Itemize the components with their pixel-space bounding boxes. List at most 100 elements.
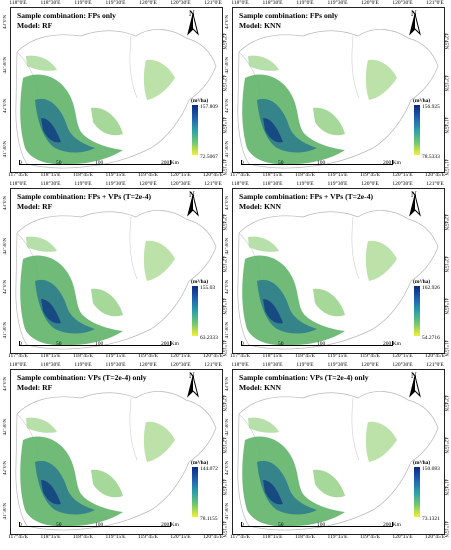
- map-panel: 118°0'E 118°30'E 119°0'E 119°30'E 120°0'E 120…: [225, 362, 450, 544]
- lon-label-bottom: 119°15'E: [327, 353, 348, 359]
- lat-label-left: 43°0'N: [3, 15, 8, 30]
- lon-label-bottom: 117°45'E: [7, 534, 29, 540]
- north-arrow-icon: [187, 194, 199, 217]
- lat-label-right: 42°15'N: [221, 75, 226, 92]
- lat-label-left: 42°30'N: [3, 57, 8, 74]
- lon-label-bottom: 117°45'E: [7, 172, 29, 178]
- model-title: Model: RF: [17, 21, 53, 30]
- scale-bar: [241, 160, 393, 165]
- north-arrow-icon: [409, 194, 421, 217]
- colorbar-max-value: 144.072: [200, 466, 218, 472]
- lat-label-right: 42°15'N: [221, 437, 226, 454]
- top-longitude-labels: 118°0'E 118°30'E 119°0'E 119°30'E 120°0'E 120…: [231, 181, 445, 189]
- lon-label-top: 118°30'E: [262, 181, 283, 187]
- lat-label-left: 42°0'N: [3, 280, 8, 295]
- scale-label-100: 100: [317, 522, 326, 528]
- bottom-longitude-labels: 117°45'E 118°15'E 118°45'E 119°15'E 119°45'E…: [8, 353, 223, 361]
- lon-label-top: 118°30'E: [40, 362, 61, 368]
- lon-label-top: 120°30'E: [392, 181, 413, 187]
- lon-label-top: 120°30'E: [392, 0, 413, 6]
- scale-label-0: 0: [19, 522, 22, 528]
- colorbar-max-value: 155.03: [200, 285, 216, 291]
- lat-label-left: 41°30'N: [3, 322, 8, 339]
- lat-label-right: 41°15'N: [443, 340, 448, 357]
- colorbar-min-value: 63.2333: [200, 335, 218, 341]
- top-longitude-labels: 118°0'E 118°30'E 119°0'E 119°30'E 120°0'E 120…: [9, 0, 223, 8]
- lon-label-top: 119°0'E: [74, 362, 92, 368]
- lat-label-right: 42°45'N: [443, 395, 448, 412]
- lat-label-right: 41°15'N: [443, 521, 448, 538]
- right-latitude-labels: 42°45'N 42°15'N 41°45'N 41°15'N: [221, 188, 229, 357]
- map-frame: Sample combination: FPs + VPs (T=2e-4) M…: [10, 188, 223, 354]
- model-title: Model: KNN: [239, 21, 281, 30]
- lat-label-left: 42°30'N: [225, 57, 230, 74]
- sample-combination-title: Sample combination: FPs only: [239, 11, 338, 20]
- lat-label-right: 42°45'N: [443, 214, 448, 231]
- scale-label-0: 0: [241, 522, 244, 528]
- sample-combination-title: Sample combination: VPs (T=2e-4) only: [239, 373, 369, 382]
- scale-label-200: 200 Km: [383, 341, 401, 347]
- lon-label-bottom: 118°15'E: [262, 353, 283, 359]
- right-latitude-labels: 42°45'N 42°15'N 41°45'N 41°15'N: [443, 7, 451, 176]
- north-label: N: [189, 371, 195, 380]
- lat-label-left: 43°0'N: [3, 377, 8, 392]
- lat-label-left: 41°30'N: [3, 141, 8, 158]
- scale-bar: [19, 341, 171, 346]
- lon-label-top: 120°0'E: [361, 362, 379, 368]
- bottom-longitude-labels: 117°45'E 118°15'E 118°45'E 119°15'E 119°45'E…: [230, 353, 446, 361]
- lat-label-left: 43°0'N: [3, 196, 8, 211]
- colorbar-max-value: 150.083: [422, 466, 440, 472]
- lat-label-left: 43°0'N: [225, 196, 230, 211]
- model-title: Model: KNN: [239, 202, 281, 211]
- forest-map: [15, 29, 217, 169]
- forest-map: [237, 391, 439, 531]
- forest-map: [237, 29, 439, 169]
- lat-label-left: 43°0'N: [225, 377, 230, 392]
- scale-label-50: 50: [56, 160, 62, 166]
- lon-label-top: 119°30'E: [327, 0, 348, 6]
- lat-label-right: 42°15'N: [443, 256, 448, 273]
- map-frame: Sample combination: VPs (T=2e-4) only Mo…: [232, 369, 445, 535]
- lon-label-bottom: 119°45'E: [359, 534, 381, 540]
- lon-label-bottom: 120°45'E: [424, 353, 446, 359]
- lat-label-left: 41°30'N: [3, 503, 8, 520]
- lon-label-bottom: 118°45'E: [72, 172, 94, 178]
- north-label: N: [411, 9, 417, 18]
- lon-label-top: 118°30'E: [40, 181, 61, 187]
- lon-label-bottom: 118°15'E: [40, 353, 61, 359]
- lat-label-left: 42°0'N: [3, 99, 8, 114]
- lat-label-left: 42°0'N: [225, 461, 230, 476]
- lat-label-left: 41°30'N: [225, 503, 230, 520]
- lon-label-top: 119°30'E: [327, 181, 348, 187]
- lon-label-top: 119°30'E: [105, 0, 126, 6]
- map-frame: Sample combination: FPs only Model: RF N…: [10, 7, 223, 173]
- lon-label-bottom: 117°45'E: [229, 534, 251, 540]
- lon-label-top: 119°30'E: [105, 181, 126, 187]
- lon-label-bottom: 120°15'E: [392, 353, 413, 359]
- colorbar-unit: (m³/ha): [191, 98, 209, 104]
- lat-label-right: 41°15'N: [221, 521, 226, 538]
- lat-label-right: 41°15'N: [221, 159, 226, 176]
- lon-label-bottom: 119°15'E: [327, 172, 348, 178]
- lat-label-right: 42°15'N: [443, 437, 448, 454]
- lon-label-top: 119°30'E: [327, 362, 348, 368]
- lon-label-bottom: 118°15'E: [40, 172, 61, 178]
- colorbar-unit: (m³/ha): [413, 98, 431, 104]
- colorbar: [192, 105, 198, 155]
- lat-label-right: 41°15'N: [221, 340, 226, 357]
- lon-label-bottom: 119°45'E: [137, 172, 159, 178]
- lat-label-right: 41°45'N: [221, 479, 226, 496]
- lat-label-left: 41°30'N: [225, 322, 230, 339]
- lat-label-left: 41°30'N: [225, 141, 230, 158]
- lat-label-right: 42°45'N: [221, 33, 226, 50]
- bottom-longitude-labels: 117°45'E 118°15'E 118°45'E 119°15'E 119°45'E…: [7, 534, 223, 542]
- scale-label-50: 50: [56, 522, 62, 528]
- lat-label-left: 42°0'N: [225, 280, 230, 295]
- lon-label-bottom: 119°45'E: [137, 353, 159, 359]
- lon-label-top: 120°0'E: [361, 181, 379, 187]
- lon-label-bottom: 118°45'E: [294, 534, 316, 540]
- lon-label-top: 121°0'E: [204, 181, 222, 187]
- lon-label-top: 118°0'E: [9, 181, 27, 187]
- lon-label-bottom: 118°15'E: [262, 534, 283, 540]
- lon-label-bottom: 119°15'E: [105, 172, 126, 178]
